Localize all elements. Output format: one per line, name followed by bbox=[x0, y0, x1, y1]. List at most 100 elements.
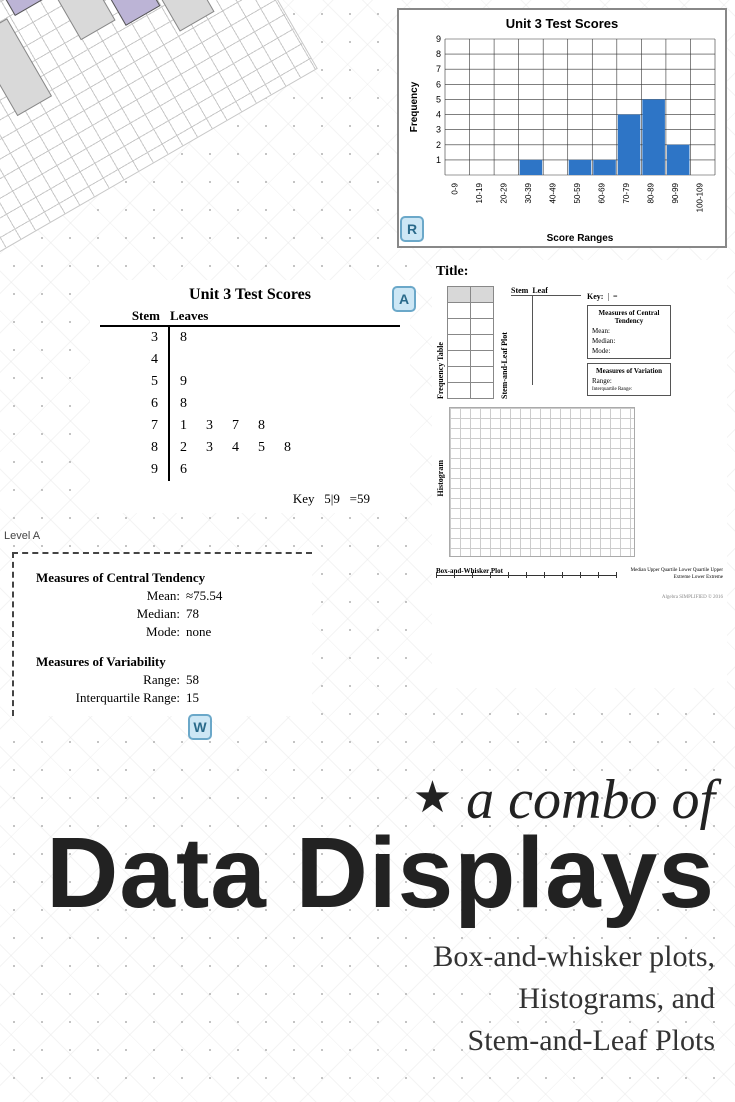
svg-text:80-89: 80-89 bbox=[647, 182, 656, 203]
level-label: Level A bbox=[4, 530, 40, 542]
svg-text:30-39: 30-39 bbox=[524, 182, 533, 203]
iqr-value: 15 bbox=[186, 690, 199, 706]
key-leaf: 9 bbox=[333, 491, 340, 506]
svg-text:Score Ranges: Score Ranges bbox=[547, 233, 614, 244]
svg-text:2: 2 bbox=[436, 140, 441, 150]
worksheet-title-label: Title: bbox=[436, 264, 723, 280]
key-stem: 5 bbox=[324, 491, 331, 506]
central-tendency-heading: Measures of Central Tendency bbox=[36, 570, 302, 586]
stem-cell: 3 bbox=[100, 327, 170, 349]
leaves-header: Leaves bbox=[170, 308, 208, 324]
stemleaf-row: 59 bbox=[100, 371, 400, 393]
ws-range: Range: bbox=[592, 377, 666, 385]
svg-text:20-29: 20-29 bbox=[499, 182, 508, 203]
stem-header: Stem bbox=[100, 308, 170, 324]
svg-text:6: 6 bbox=[436, 79, 441, 89]
ws-mode: Mode: bbox=[592, 347, 666, 355]
ws-iqr: Interquartile Range: bbox=[592, 387, 666, 392]
ws-mean: Mean: bbox=[592, 327, 666, 335]
leaves-cell bbox=[170, 349, 180, 371]
mode-label: Mode: bbox=[36, 624, 186, 640]
ws-histogram-grid bbox=[449, 407, 635, 557]
stem-cell: 7 bbox=[100, 415, 170, 437]
headline-block: ★ a combo of Data Displays Box-and-whisk… bbox=[0, 738, 735, 1102]
stem-cell: 8 bbox=[100, 437, 170, 459]
headline-sub3: Stem-and-Leaf Plots bbox=[20, 1020, 715, 1062]
stem-cell: 4 bbox=[100, 349, 170, 371]
median-label: Median: bbox=[36, 606, 186, 622]
tile-a: A bbox=[392, 286, 416, 312]
stem-cell: 5 bbox=[100, 371, 170, 393]
worksheet-footer: Algebra SIMPLIFIED © 2016 bbox=[436, 595, 723, 600]
ws-central-box: Measures of Central Tendency Mean: Media… bbox=[587, 305, 671, 359]
ws-central-title: Measures of Central Tendency bbox=[592, 309, 666, 325]
leaves-cell: 1378 bbox=[170, 415, 284, 437]
ws-bw-legend: Median Upper Quartile Lower Quartile Upp… bbox=[626, 567, 723, 581]
key-label: Key bbox=[293, 491, 315, 506]
mode-value: none bbox=[186, 624, 211, 640]
svg-text:4: 4 bbox=[436, 110, 441, 120]
headline-sub1: Box-and-whisker plots, bbox=[20, 936, 715, 978]
svg-text:70-79: 70-79 bbox=[622, 182, 631, 203]
histogram-chart: 1 2 3 4 5 6 7 8 9 0-9 10-19 20-29 30-39 40-49 50-59 60-… bbox=[405, 35, 721, 245]
histogram-title: Unit 3 Test Scores bbox=[405, 16, 719, 31]
range-value: 58 bbox=[186, 672, 199, 688]
leaves-cell: 8 bbox=[170, 327, 206, 349]
stemleaf-row: 96 bbox=[100, 459, 400, 481]
leaves-cell: 9 bbox=[170, 371, 206, 393]
tile-w: W bbox=[188, 714, 212, 740]
leaves-cell: 8 bbox=[170, 393, 206, 415]
stem-cell: 9 bbox=[100, 459, 170, 481]
leaves-cell: 23458 bbox=[170, 437, 310, 459]
stemleaf-panel: Unit 3 Test Scores Stem Leaves 384596871… bbox=[90, 280, 410, 513]
iqr-label: Interquartile Range: bbox=[36, 690, 186, 706]
svg-text:1: 1 bbox=[436, 155, 441, 165]
star-icon: ★ bbox=[413, 773, 452, 822]
ws-variation-title: Measures of Variation bbox=[592, 367, 666, 375]
ws-key-label: Key: | = bbox=[587, 292, 723, 301]
svg-text:8: 8 bbox=[436, 49, 441, 59]
stemleaf-row: 823458 bbox=[100, 437, 400, 459]
ws-bw-numberline bbox=[436, 575, 616, 576]
stemleaf-row: 38 bbox=[100, 327, 400, 349]
svg-text:3: 3 bbox=[436, 125, 441, 135]
stemleaf-row: 4 bbox=[100, 349, 400, 371]
freq-table-blank bbox=[447, 286, 494, 399]
ws-stemleaf-label: Stem-and-Leaf Plot bbox=[500, 286, 509, 399]
tile-r: R bbox=[400, 216, 424, 242]
svg-text:100-109: 100-109 bbox=[696, 182, 705, 212]
headline-sub2: Histograms, and bbox=[20, 978, 715, 1020]
freq-table-label: Frequency Table bbox=[436, 286, 445, 399]
range-label: Range: bbox=[36, 672, 186, 688]
leaves-cell: 6 bbox=[170, 459, 206, 481]
median-value: 78 bbox=[186, 606, 199, 622]
svg-text:40-49: 40-49 bbox=[548, 182, 557, 203]
svg-text:60-69: 60-69 bbox=[598, 182, 607, 203]
svg-text:90-99: 90-99 bbox=[671, 182, 680, 203]
key-equals: =59 bbox=[350, 491, 370, 506]
ws-stem-head: Stem bbox=[511, 286, 528, 295]
mean-label: Mean: bbox=[36, 588, 186, 604]
mean-value: ≈75.54 bbox=[186, 588, 222, 604]
svg-text:7: 7 bbox=[436, 64, 441, 74]
svg-text:9: 9 bbox=[436, 35, 441, 44]
stemleaf-key: Key 5|9 =59 bbox=[100, 491, 400, 507]
svg-text:0-9: 0-9 bbox=[450, 182, 459, 194]
ws-histogram-label: Histogram bbox=[436, 460, 445, 496]
svg-text:Frequency: Frequency bbox=[409, 81, 420, 132]
worksheet-panel: Title: Frequency Table Stem-and-Leaf Plo… bbox=[432, 260, 727, 688]
ws-stemleaf-blank: Stem Leaf bbox=[511, 286, 581, 399]
ws-median: Median: bbox=[592, 337, 666, 345]
ws-variation-box: Measures of Variation Range: Interquarti… bbox=[587, 363, 671, 396]
stemleaf-row: 71378 bbox=[100, 415, 400, 437]
svg-text:10-19: 10-19 bbox=[475, 182, 484, 203]
stem-cell: 6 bbox=[100, 393, 170, 415]
headline-sub: Box-and-whisker plots, Histograms, and S… bbox=[20, 936, 715, 1062]
measures-panel: Measures of Central Tendency Mean:≈75.54… bbox=[12, 552, 312, 716]
stemleaf-title: Unit 3 Test Scores bbox=[100, 286, 400, 304]
svg-text:50-59: 50-59 bbox=[573, 182, 582, 203]
svg-text:5: 5 bbox=[436, 94, 441, 104]
stemleaf-row: 68 bbox=[100, 393, 400, 415]
histogram-panel: Unit 3 Test Scores 1 2 3 4 5 6 7 8 9 0-9 10-19 20-2… bbox=[397, 8, 727, 248]
headline-line2: Data Displays bbox=[20, 828, 715, 918]
